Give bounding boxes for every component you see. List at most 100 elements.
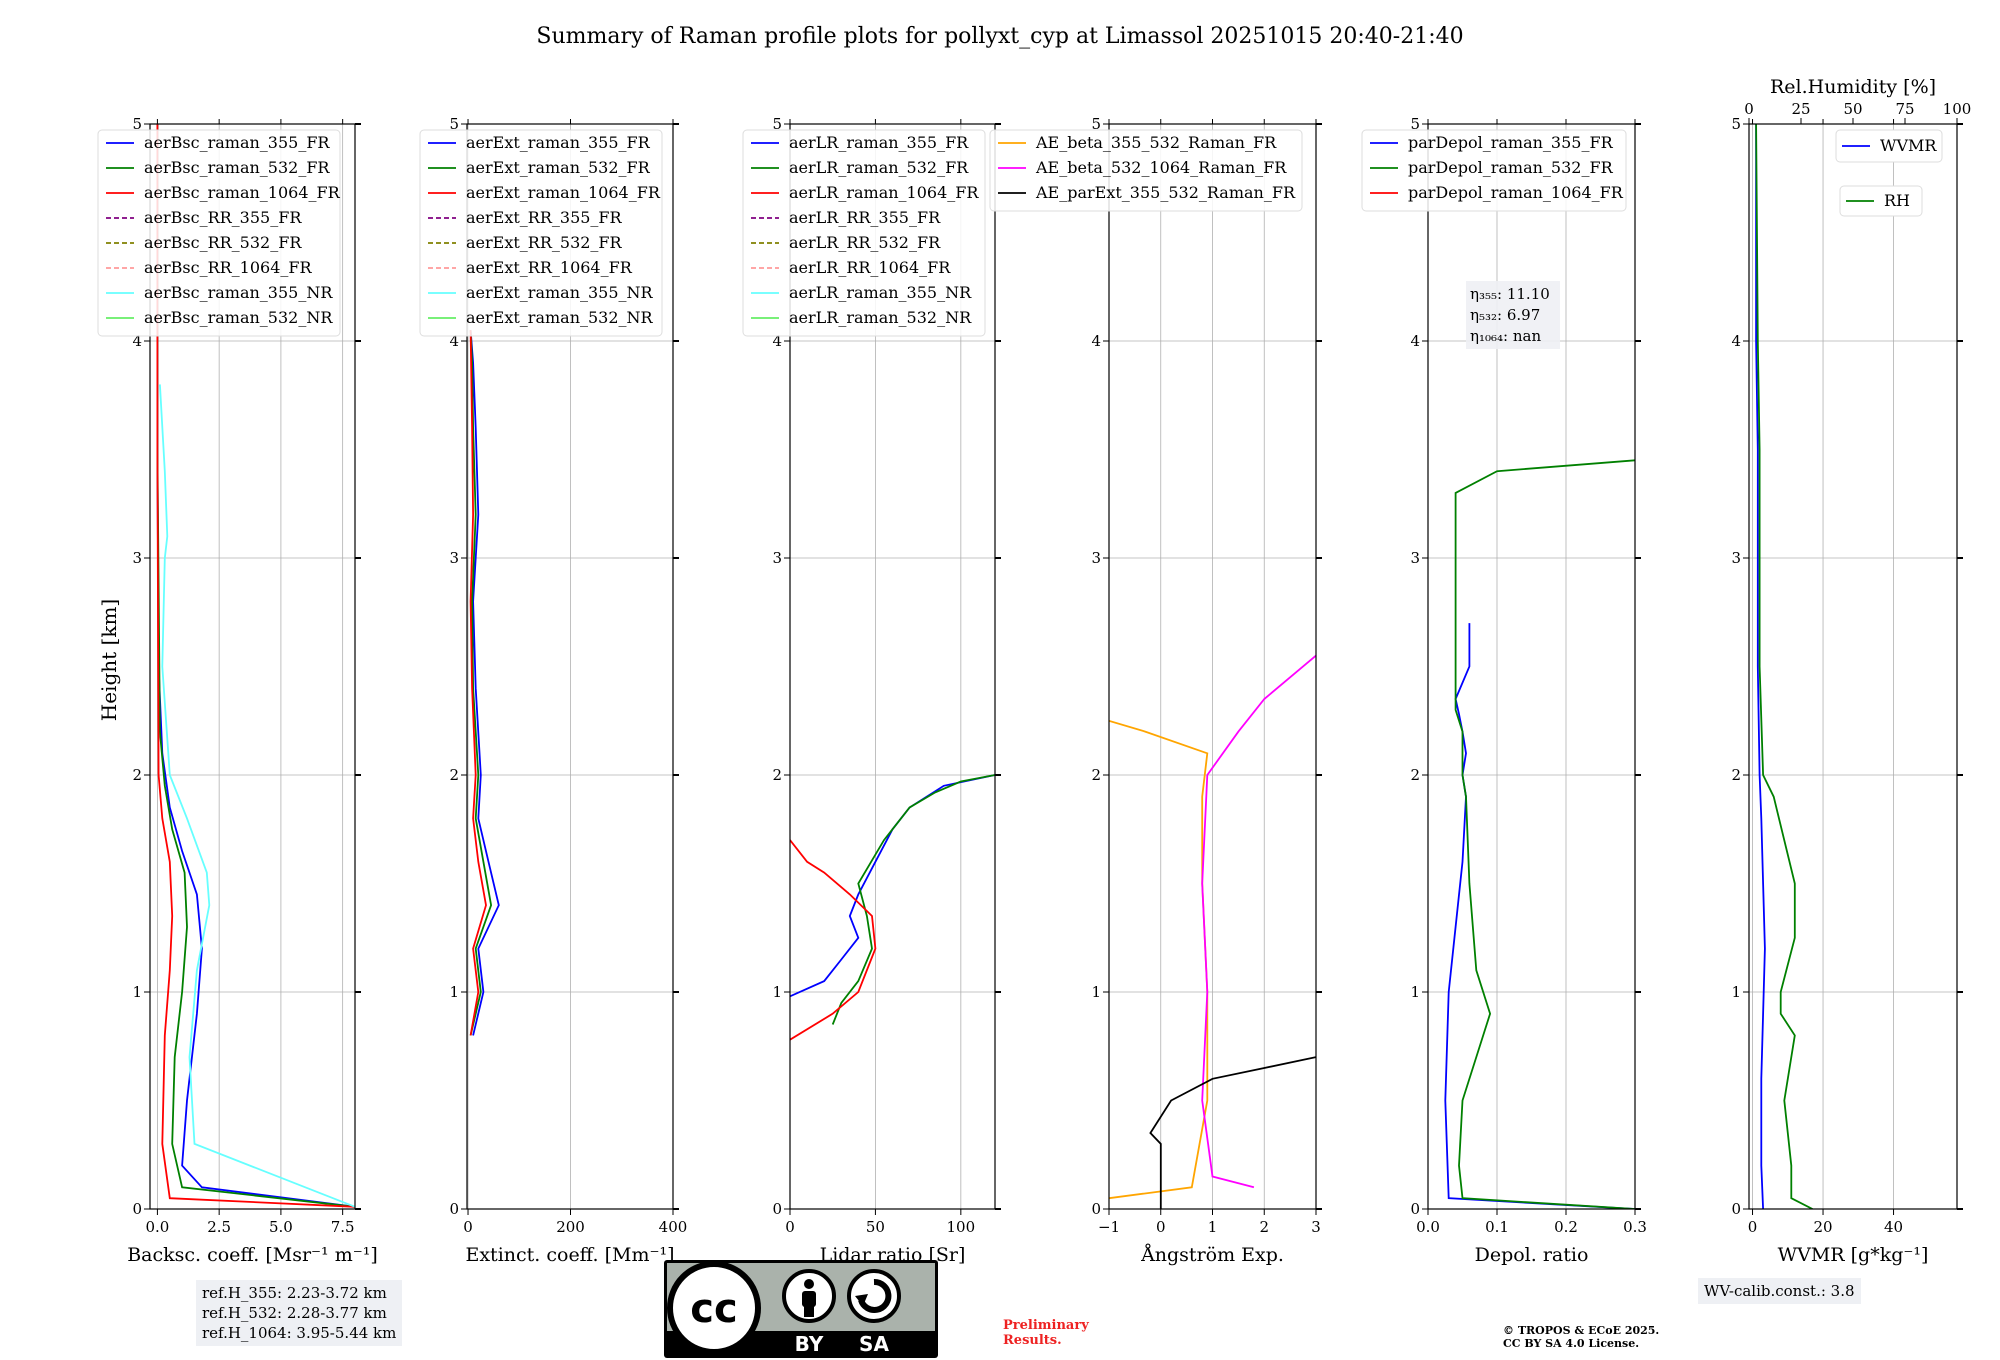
cc-logo-text: cc — [690, 1286, 737, 1332]
legend-entry: aerBsc_RR_355_FR — [144, 208, 302, 227]
legend-entry: aerBsc_raman_532_FR — [144, 158, 330, 177]
copyright-line-2: CC BY SA 4.0 License. — [1503, 1337, 1640, 1350]
series-line-aerExt_raman_1064_FR — [469, 330, 487, 1036]
y-tick-label: 5 — [1731, 115, 1741, 133]
axes-frame — [149, 123, 356, 1210]
by-label: BY — [795, 1332, 824, 1356]
x-tick-label: 0 — [1748, 1218, 1758, 1236]
x-tick-label: 3 — [1311, 1218, 1321, 1236]
y-tick-label: 2 — [772, 766, 782, 784]
y-tick-label: 1 — [132, 983, 142, 1001]
y-tick-label: 4 — [132, 332, 142, 350]
y-tick-label: 0 — [1731, 1200, 1741, 1218]
series-line-aerLR_raman_1064_FR — [790, 839, 877, 1041]
legend: AE_beta_355_532_Raman_FR AE_beta_532_1064… — [989, 129, 1303, 212]
wv-calibration-box: WV-calib.const.: 3.8 — [1698, 1278, 1861, 1304]
legend-box — [1361, 129, 1627, 212]
y-tick-label: 4 — [1410, 332, 1420, 350]
panel-wvmr: 0 20 40 0 1 2 3 4 5 WVMR [g*kg⁻¹] 0 25 50 75 100 Rel.Hu… — [1731, 76, 1971, 1266]
series-line-AE_beta_532_1064_Raman_FR — [1201, 654, 1316, 1189]
x-tick-label: 0.0 — [1416, 1218, 1440, 1236]
x-axis-label: Extinct. coeff. [Mm⁻¹] — [465, 1244, 674, 1266]
preliminary-results-note: Preliminary Results. — [1003, 1318, 1089, 1348]
series-line-WVMR — [1755, 124, 1766, 1209]
y-tick-label: 2 — [1731, 766, 1741, 784]
legend-entry: aerBsc_RR_532_FR — [144, 233, 302, 252]
panels-group: 0.0 2.5 5.0 7.5 0 1 2 3 4 5 Backsc. coeff. [Msr⁻¹ … — [97, 76, 1971, 1266]
y-tick-label: 0 — [1410, 1200, 1420, 1218]
y-tick-label: 2 — [1091, 766, 1101, 784]
series-line-aerExt_raman_532_FR — [469, 330, 493, 1036]
x-tick-label: 0.2 — [1554, 1218, 1578, 1236]
series-line-aerBsc_raman_1064_FR — [156, 124, 355, 1208]
x-tick-label: 5.0 — [269, 1218, 293, 1236]
y-tick-label: 1 — [1731, 983, 1741, 1001]
legend-entry: AE_beta_355_532_Raman_FR — [1035, 133, 1277, 152]
y-tick-label: 1 — [449, 983, 459, 1001]
x-tick-label: 0 — [463, 1218, 473, 1236]
top-x-tick-label: 100 — [1943, 100, 1972, 118]
refH-355: ref.H_355: 2.23-3.72 km — [202, 1284, 387, 1302]
series-group — [469, 330, 500, 1036]
legend: aerExt_raman_355_FR aerExt_raman_532_FRae… — [419, 129, 663, 337]
x-tick-label: 0 — [785, 1218, 795, 1236]
eta-box: η₃₅₅: 11.10 η₅₃₂: 6.97 η₁₀₆₄: nan — [1466, 281, 1560, 349]
series-line-aerLR_raman_355_FR — [790, 774, 995, 998]
series-group — [156, 124, 355, 1208]
y-tick-label: 4 — [449, 332, 459, 350]
legend-entry: aerExt_raman_355_NR — [466, 283, 654, 302]
axes-frame — [1748, 123, 1958, 1210]
y-tick-label: 3 — [772, 549, 782, 567]
legend-entry: parDepol_raman_532_FR — [1408, 158, 1614, 177]
y-tick-label: 3 — [1731, 549, 1741, 567]
eta-box-bg — [1466, 281, 1560, 349]
legend-box — [1839, 185, 1923, 217]
panel-depol: 0.0 0.1 0.2 0.3 0 1 2 3 4 5 Depol. ratio parDepol_r… — [1361, 115, 1647, 1266]
y-axis-label: Height [km] — [97, 599, 121, 721]
legend-entry: aerBsc_raman_1064_FR — [144, 183, 341, 202]
legend-entry: aerExt_raman_1064_FR — [466, 183, 661, 202]
legend: aerBsc_raman_355_FR aerBsc_raman_532_FRae… — [97, 129, 341, 337]
x-tick-label: 20 — [1813, 1218, 1832, 1236]
legend-entry: AE_parExt_355_532_Raman_FR — [1035, 183, 1296, 202]
refH-1064: ref.H_1064: 3.95-5.44 km — [202, 1324, 397, 1342]
top-x-tick-label: 75 — [1895, 100, 1914, 118]
legend-entry: aerExt_raman_532_FR — [466, 158, 651, 177]
series-line-AE_beta_355_532_Raman_FR — [1109, 719, 1209, 1200]
x-tick-label: 1 — [1208, 1218, 1218, 1236]
x-tick-label: −1 — [1098, 1218, 1120, 1236]
legend-entry: aerBsc_raman_355_NR — [144, 283, 333, 302]
legend-entry: RH — [1884, 191, 1910, 210]
series-line-parDepol_raman_532_FR — [1454, 459, 1635, 1209]
y-tick-label: 3 — [132, 549, 142, 567]
x-tick-label: 0.3 — [1623, 1218, 1647, 1236]
cc-license-badge: cc BY SA — [664, 1260, 938, 1358]
legend-entry: aerBsc_raman_355_FR — [144, 133, 330, 152]
y-tick-label: 1 — [1410, 983, 1420, 1001]
panel-extinction: 0 200 400 0 1 2 3 4 5 Extinct. coeff. [Mm⁻¹] aerEx… — [419, 115, 687, 1266]
series-group — [1109, 654, 1316, 1209]
y-tick-label: 1 — [1091, 983, 1101, 1001]
x-axis-label: Backsc. coeff. [Msr⁻¹ m⁻¹] — [127, 1244, 378, 1266]
y-tick-label: 0 — [449, 1200, 459, 1218]
legend-box — [419, 129, 663, 337]
y-tick-label: 2 — [1410, 766, 1420, 784]
legend-entry: WVMR — [1880, 136, 1937, 155]
x-axis-label: WVMR [g*kg⁻¹] — [1778, 1244, 1929, 1266]
x-tick-label: 2.5 — [207, 1218, 231, 1236]
series-line-AE_parExt_355_532_Raman_FR — [1149, 1056, 1316, 1209]
y-tick-label: 4 — [1091, 332, 1101, 350]
series-line-parDepol_raman_355_FR — [1444, 623, 1635, 1209]
y-tick-label: 4 — [1731, 332, 1741, 350]
x-tick-label: 2 — [1259, 1218, 1269, 1236]
legend-entry: AE_beta_532_1064_Raman_FR — [1035, 158, 1287, 177]
y-tick-label: 0 — [1091, 1200, 1101, 1218]
sa-label: SA — [859, 1332, 889, 1356]
copyright-note: © TROPOS & ECoE 2025. CC BY SA 4.0 Licen… — [1503, 1324, 1659, 1350]
y-tick-label: 5 — [772, 115, 782, 133]
axes-frame — [789, 123, 996, 1210]
x-tick-label: 0.1 — [1485, 1218, 1509, 1236]
